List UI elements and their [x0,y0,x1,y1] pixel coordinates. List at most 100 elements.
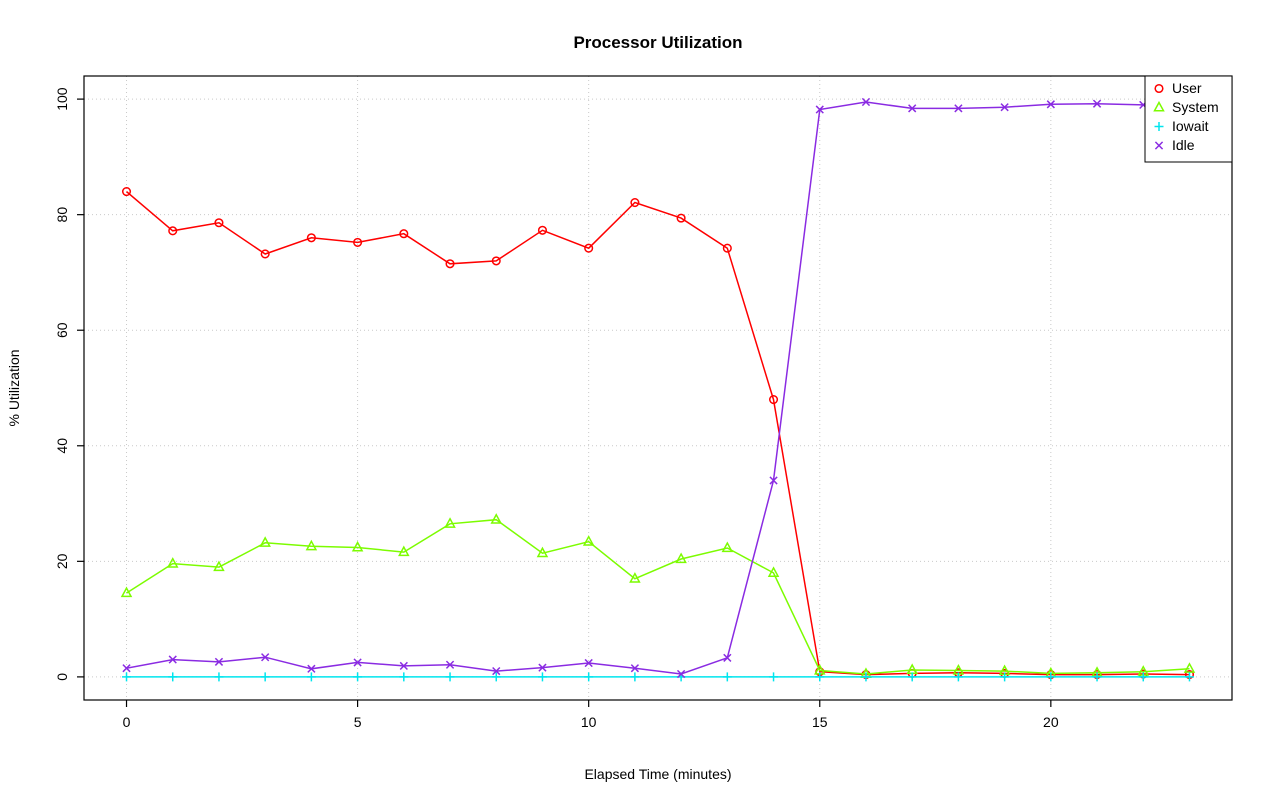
y-tick-label: 0 [54,673,70,681]
x-marker [584,658,593,668]
series-user-line [126,191,1190,676]
x-marker [861,97,871,107]
plus-marker [353,672,363,682]
circle-marker [584,243,594,253]
x-marker [630,664,640,673]
triangle-marker [398,545,410,557]
triangle-marker [351,540,364,552]
x-marker [1000,103,1009,112]
plus-marker [815,672,825,682]
triangle-marker [213,560,225,572]
plus-marker [1184,672,1194,682]
x-marker [122,664,131,673]
x-marker [908,104,917,113]
series-user [121,187,1195,680]
plus-marker [306,672,316,682]
triangle-marker [582,535,595,546]
x-marker [307,664,316,673]
x-marker [353,658,362,667]
triangle-marker [721,541,734,553]
triangle-marker [1183,662,1196,673]
circle-marker [491,256,501,266]
triangle-marker [536,546,549,558]
circle-marker [353,237,363,247]
y-tick-label: 60 [54,322,70,338]
plus-marker [907,672,917,682]
plus-marker [1092,672,1102,682]
plus-marker [769,672,779,682]
triangle-marker [1153,100,1165,112]
circle-marker [306,233,316,243]
plus-marker [399,672,409,682]
y-tick-label: 40 [54,438,70,454]
triangle-marker [490,513,503,524]
plus-marker [537,672,547,682]
circle-marker [445,259,455,269]
plus-marker [445,672,455,682]
plus-marker [168,672,178,682]
x-tick-label: 5 [354,714,362,730]
plus-marker [122,672,132,682]
legend-item-label: User [1172,80,1202,96]
circle-marker [676,213,686,223]
chart-title: Processor Utilization [573,33,743,52]
plot-border [83,75,1233,701]
x-marker [1154,141,1164,150]
plus-marker [722,672,732,682]
circle-marker [768,395,779,405]
x-marker [492,666,501,676]
legend-box [1144,75,1233,163]
plus-marker [861,672,871,682]
x-tick-label: 15 [812,714,828,730]
plus-marker [953,672,963,682]
x-marker [723,653,732,662]
triangle-marker [767,566,780,577]
x-marker [676,669,686,679]
legend-item-label: Iowait [1172,118,1209,134]
series-idle [122,97,1194,679]
triangle-marker [120,586,133,598]
plus-marker [1154,122,1164,131]
circle-marker [630,197,640,208]
x-marker [214,657,224,666]
circle-marker [722,243,732,253]
triangle-marker [166,557,179,568]
x-tick-label: 20 [1043,714,1059,730]
plus-marker [1046,672,1056,682]
y-tick-label: 80 [54,207,70,223]
circle-marker [214,218,224,228]
triangle-marker [444,517,456,528]
series-system [120,513,1196,679]
x-marker [538,663,547,672]
x-axis-label: Elapsed Time (minutes) [584,766,732,782]
legend-item-label: System [1172,99,1219,115]
plus-marker [630,672,640,682]
plus-marker [260,672,270,682]
y-tick-label: 100 [54,87,70,111]
x-tick-label: 10 [581,714,597,730]
y-tick-label: 20 [54,553,70,569]
x-marker [769,476,778,485]
circle-marker [399,229,409,239]
triangle-marker [305,539,318,551]
x-marker [815,105,824,114]
circle-marker [537,225,548,235]
x-tick-label: 0 [123,714,131,730]
circle-marker [1154,83,1164,94]
triangle-marker [259,536,271,547]
x-marker [261,653,270,662]
series-idle-line [126,101,1190,675]
x-marker [445,660,455,669]
y-axis-label: % Utilization [6,349,22,427]
x-marker [1092,99,1102,108]
circle-marker [168,226,178,236]
plus-marker [491,672,501,682]
legend: User System Iowait Idle [1144,75,1233,163]
x-marker [1046,100,1055,109]
triangle-marker [675,552,687,564]
x-marker [954,104,963,113]
triangle-marker [629,572,641,583]
circle-marker [260,249,270,259]
